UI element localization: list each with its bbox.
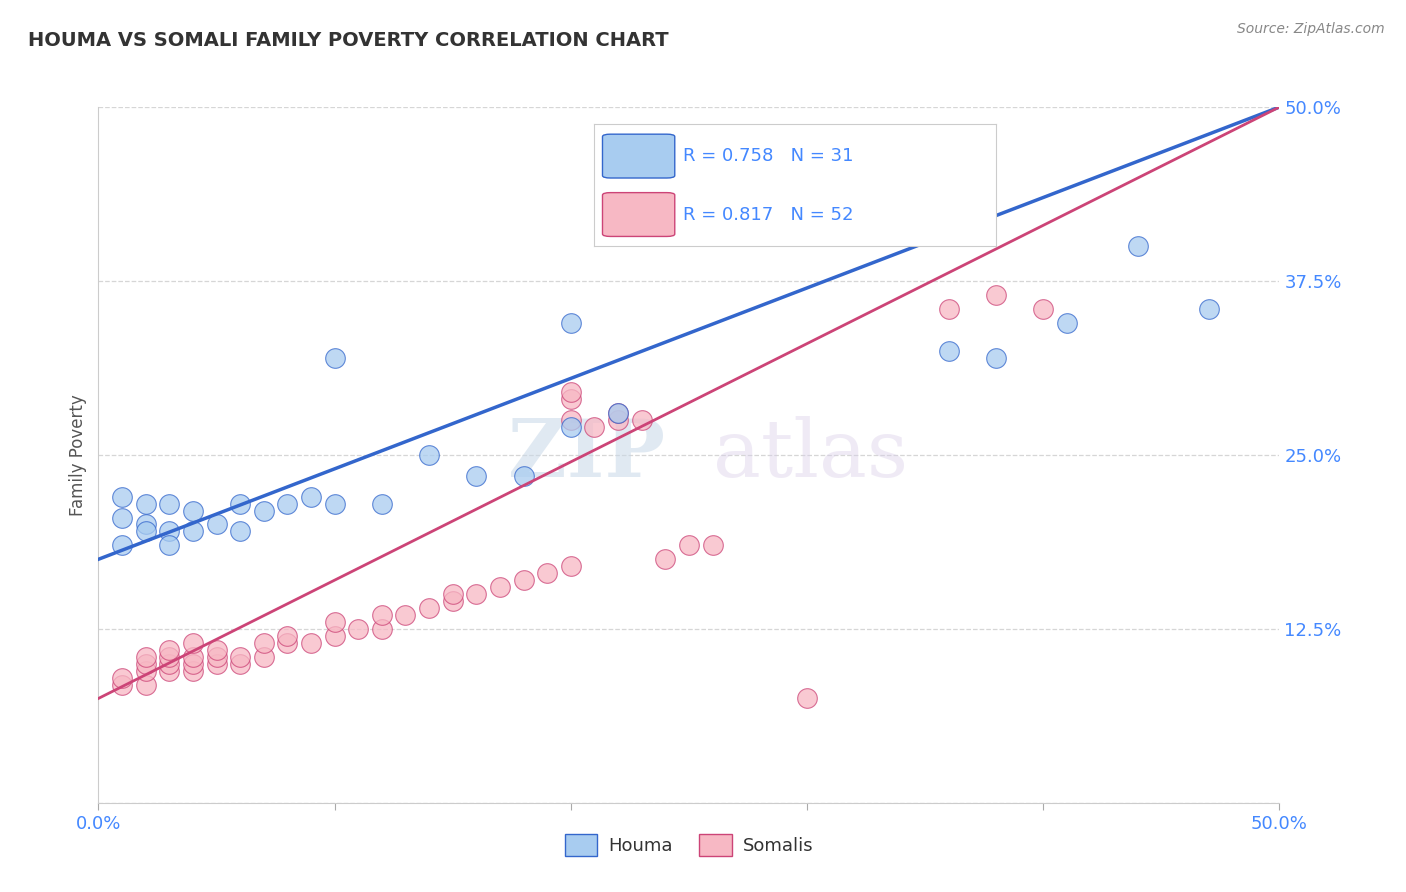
Point: [560, 420, 582, 434]
Point: [299, 636, 322, 650]
Point: [323, 351, 346, 365]
Point: [157, 524, 180, 539]
Point: [323, 629, 346, 643]
Text: atlas: atlas: [713, 416, 908, 494]
Point: [253, 636, 276, 650]
Point: [276, 629, 298, 643]
Point: [560, 385, 582, 400]
Point: [253, 649, 276, 664]
Point: [157, 664, 180, 678]
Point: [181, 524, 204, 539]
Point: [607, 406, 630, 420]
Text: HOUMA VS SOMALI FAMILY POVERTY CORRELATION CHART: HOUMA VS SOMALI FAMILY POVERTY CORRELATI…: [28, 31, 669, 50]
Point: [205, 649, 228, 664]
Point: [181, 649, 204, 664]
Point: [205, 657, 228, 671]
Point: [1056, 316, 1078, 330]
Point: [583, 420, 606, 434]
Text: Source: ZipAtlas.com: Source: ZipAtlas.com: [1237, 22, 1385, 37]
Point: [630, 413, 652, 427]
Point: [607, 413, 630, 427]
Point: [135, 517, 157, 532]
Point: [560, 316, 582, 330]
Point: [347, 622, 370, 636]
Point: [465, 587, 488, 601]
Point: [276, 636, 298, 650]
Point: [394, 607, 416, 622]
Point: [654, 552, 676, 566]
Point: [323, 497, 346, 511]
Point: [441, 594, 464, 608]
Point: [702, 538, 724, 552]
Point: [418, 601, 440, 615]
Point: [512, 468, 534, 483]
Point: [181, 503, 204, 517]
Point: [135, 649, 157, 664]
Point: [796, 691, 818, 706]
Y-axis label: Family Poverty: Family Poverty: [69, 394, 87, 516]
Point: [418, 448, 440, 462]
Point: [111, 490, 134, 504]
Point: [441, 587, 464, 601]
Point: [938, 343, 960, 358]
Point: [1032, 301, 1054, 316]
Point: [1126, 239, 1149, 253]
Point: [157, 497, 180, 511]
Point: [607, 406, 630, 420]
Point: [135, 657, 157, 671]
Point: [371, 607, 394, 622]
Point: [157, 657, 180, 671]
Point: [229, 649, 252, 664]
Point: [371, 497, 394, 511]
Point: [111, 677, 134, 691]
Point: [229, 497, 252, 511]
Point: [489, 580, 512, 594]
Point: [135, 664, 157, 678]
Point: [253, 503, 276, 517]
Point: [111, 510, 134, 524]
Point: [678, 538, 700, 552]
Point: [111, 538, 134, 552]
Point: [157, 538, 180, 552]
Point: [205, 642, 228, 657]
Point: [181, 664, 204, 678]
Point: [181, 636, 204, 650]
Point: [135, 677, 157, 691]
Point: [465, 468, 488, 483]
Point: [984, 351, 1007, 365]
Point: [560, 413, 582, 427]
Point: [371, 622, 394, 636]
Point: [938, 301, 960, 316]
Point: [299, 490, 322, 504]
Point: [229, 657, 252, 671]
Point: [276, 497, 298, 511]
Point: [181, 657, 204, 671]
Point: [135, 524, 157, 539]
Point: [536, 566, 558, 581]
Point: [560, 559, 582, 574]
Legend: Houma, Somalis: Houma, Somalis: [557, 827, 821, 863]
Point: [157, 649, 180, 664]
Point: [1198, 301, 1220, 316]
Point: [229, 524, 252, 539]
Text: ZIP: ZIP: [509, 416, 665, 494]
Point: [323, 615, 346, 629]
Point: [111, 671, 134, 685]
Point: [135, 497, 157, 511]
Point: [560, 392, 582, 407]
Point: [512, 573, 534, 587]
Point: [984, 288, 1007, 302]
Point: [205, 517, 228, 532]
Point: [157, 642, 180, 657]
